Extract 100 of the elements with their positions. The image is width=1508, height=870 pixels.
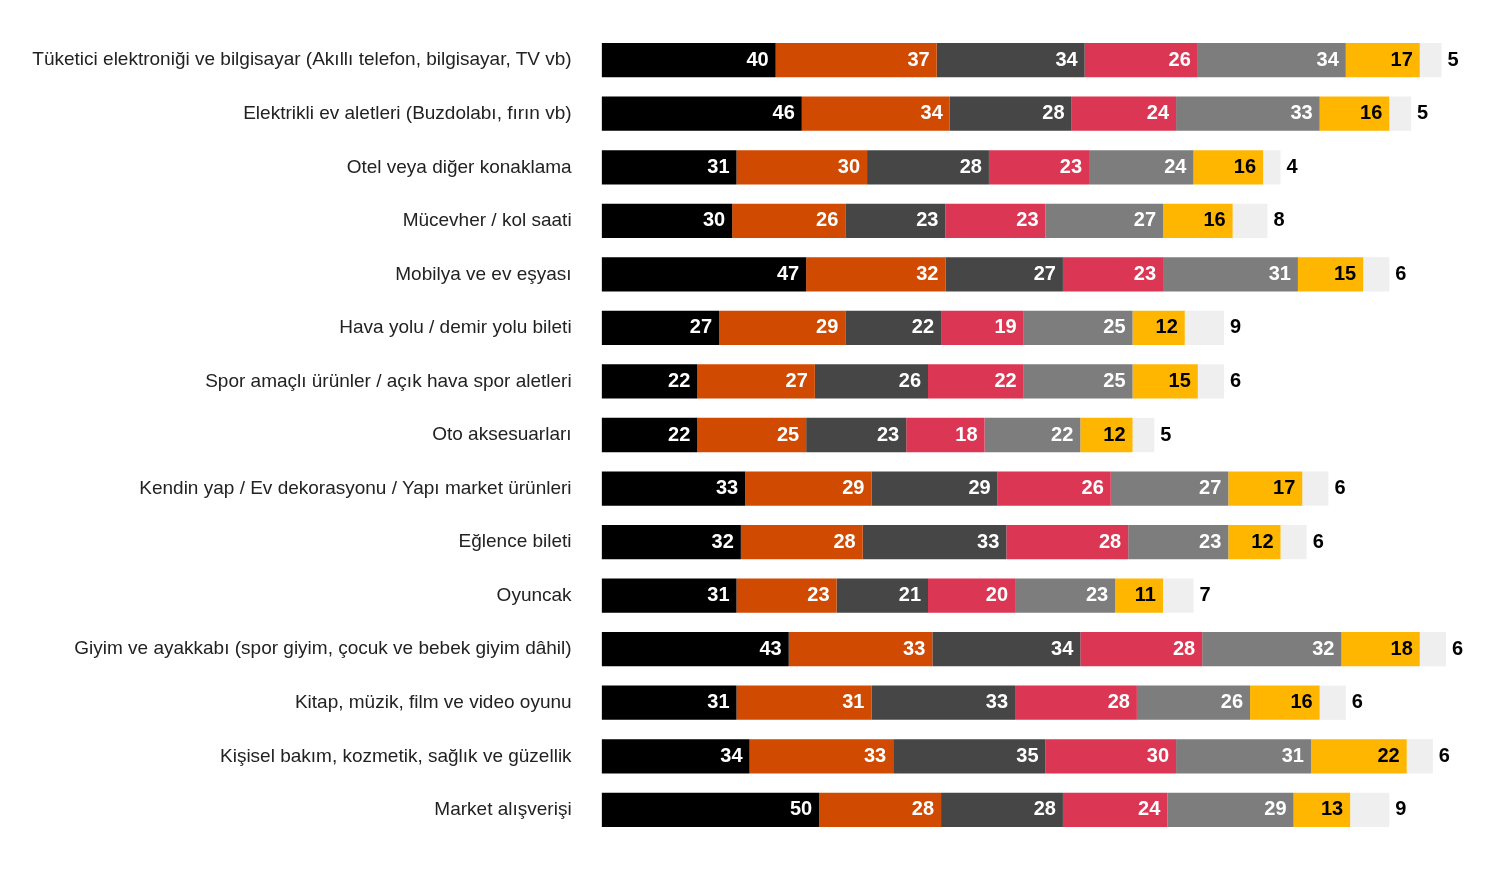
y-tick-label: Oto aksesuarları	[432, 423, 572, 445]
data-label: 27	[1199, 476, 1222, 499]
bar	[936, 43, 1085, 78]
data-label: 15	[1168, 368, 1191, 391]
bar	[932, 632, 1081, 667]
data-label: 34	[1055, 47, 1079, 70]
bar	[1023, 364, 1133, 399]
bar	[1202, 632, 1342, 667]
bar	[1232, 203, 1268, 238]
bar	[845, 203, 946, 238]
bar	[928, 364, 1024, 399]
bar	[1176, 96, 1320, 131]
data-label: 12	[1251, 529, 1274, 552]
data-label: 19	[994, 315, 1017, 338]
data-label: 33	[985, 690, 1009, 713]
bar	[1250, 685, 1320, 720]
data-label: 23	[1059, 154, 1083, 177]
bar	[871, 685, 1016, 720]
bar	[601, 257, 807, 292]
data-label: 31	[707, 154, 730, 177]
bar	[1419, 43, 1442, 78]
y-tick-label: Spor amaçlı ürünler / açık hava spor aletleri	[205, 369, 572, 391]
data-label: 31	[842, 690, 865, 713]
bar	[1263, 150, 1281, 185]
bar	[988, 150, 1090, 185]
bar	[1193, 150, 1264, 185]
data-label: 30	[837, 154, 861, 177]
bar	[1062, 792, 1168, 827]
data-label: 12	[1155, 315, 1178, 338]
data-label: 23	[876, 422, 900, 445]
data-label: 20	[985, 583, 1009, 606]
bar	[1419, 632, 1446, 667]
data-label: 13	[1320, 797, 1344, 820]
bar	[1184, 310, 1224, 346]
data-label: 31	[707, 690, 730, 713]
y-tick-label: Tüketici elektroniği ve bilgisayar (Akıllı telefon, bilgisayar, TV vb)	[32, 48, 572, 70]
data-label: 22	[994, 368, 1017, 391]
data-label: 29	[1264, 797, 1287, 820]
data-label: 9	[1395, 797, 1407, 820]
bar	[806, 257, 946, 292]
y-tick-label: Elektrikli ev aletleri (Buzdolabı, fırın vb)	[243, 101, 572, 123]
data-label: 32	[711, 529, 734, 552]
data-label: 27	[785, 368, 808, 391]
bar	[1128, 524, 1229, 560]
data-label: 26	[1220, 690, 1244, 713]
y-tick-label: Oyuncak	[496, 583, 573, 605]
data-label: 15	[1333, 261, 1357, 284]
data-label: 34	[720, 743, 744, 766]
data-label: 29	[842, 476, 865, 499]
data-label: 22	[911, 315, 935, 338]
data-label: 23	[916, 208, 939, 231]
bar	[1319, 96, 1390, 131]
bar	[1163, 203, 1233, 238]
data-label: 33	[715, 476, 739, 499]
bar	[997, 471, 1111, 506]
bar	[1302, 471, 1329, 506]
data-label: 18	[1390, 636, 1413, 659]
data-label: 28	[959, 154, 982, 177]
data-label: 30	[702, 208, 726, 231]
data-label: 47	[776, 261, 800, 284]
y-tick-label: Kitap, müzik, film ve video oyunu	[294, 690, 572, 712]
bar	[601, 578, 737, 613]
bar	[862, 524, 1007, 560]
bar	[740, 524, 863, 560]
data-label: 22	[1051, 422, 1074, 445]
bar	[814, 364, 929, 399]
bar	[906, 417, 985, 453]
data-label: 16	[1290, 690, 1313, 713]
y-tick-label: Otel veya diğer konaklama	[346, 155, 573, 177]
bar	[601, 524, 741, 560]
data-label: 23	[1085, 583, 1109, 606]
bar	[1406, 739, 1433, 774]
data-label: 29	[816, 315, 839, 338]
bar	[719, 310, 846, 346]
bar	[1163, 578, 1194, 613]
y-tick-label: Kendin yap / Ev dekorasyonu / Yapı market ürünleri	[139, 476, 572, 498]
data-label: 23	[1016, 208, 1039, 231]
bar	[1089, 150, 1194, 185]
data-label: 6	[1438, 743, 1450, 766]
data-label: 18	[955, 422, 978, 445]
bar	[928, 578, 1016, 613]
bar	[601, 96, 802, 131]
data-label: 12	[1103, 422, 1126, 445]
bar	[601, 632, 789, 667]
data-label: 5	[1160, 422, 1172, 445]
bar	[1015, 685, 1137, 720]
data-label: 28	[1042, 101, 1065, 124]
data-label: 4	[1286, 154, 1299, 177]
bar	[945, 257, 1063, 292]
data-label: 33	[977, 529, 1000, 552]
data-label: 46	[772, 101, 795, 124]
data-label: 26	[898, 368, 921, 391]
bar	[601, 417, 698, 453]
bar	[601, 471, 746, 506]
data-label: 26	[1081, 476, 1104, 499]
y-tick-label: Hava yolu / demir yolu bileti	[339, 316, 572, 338]
bar	[1071, 96, 1177, 131]
data-label: 24	[1146, 101, 1170, 124]
data-label: 6	[1351, 690, 1363, 713]
data-label: 24	[1138, 797, 1162, 820]
